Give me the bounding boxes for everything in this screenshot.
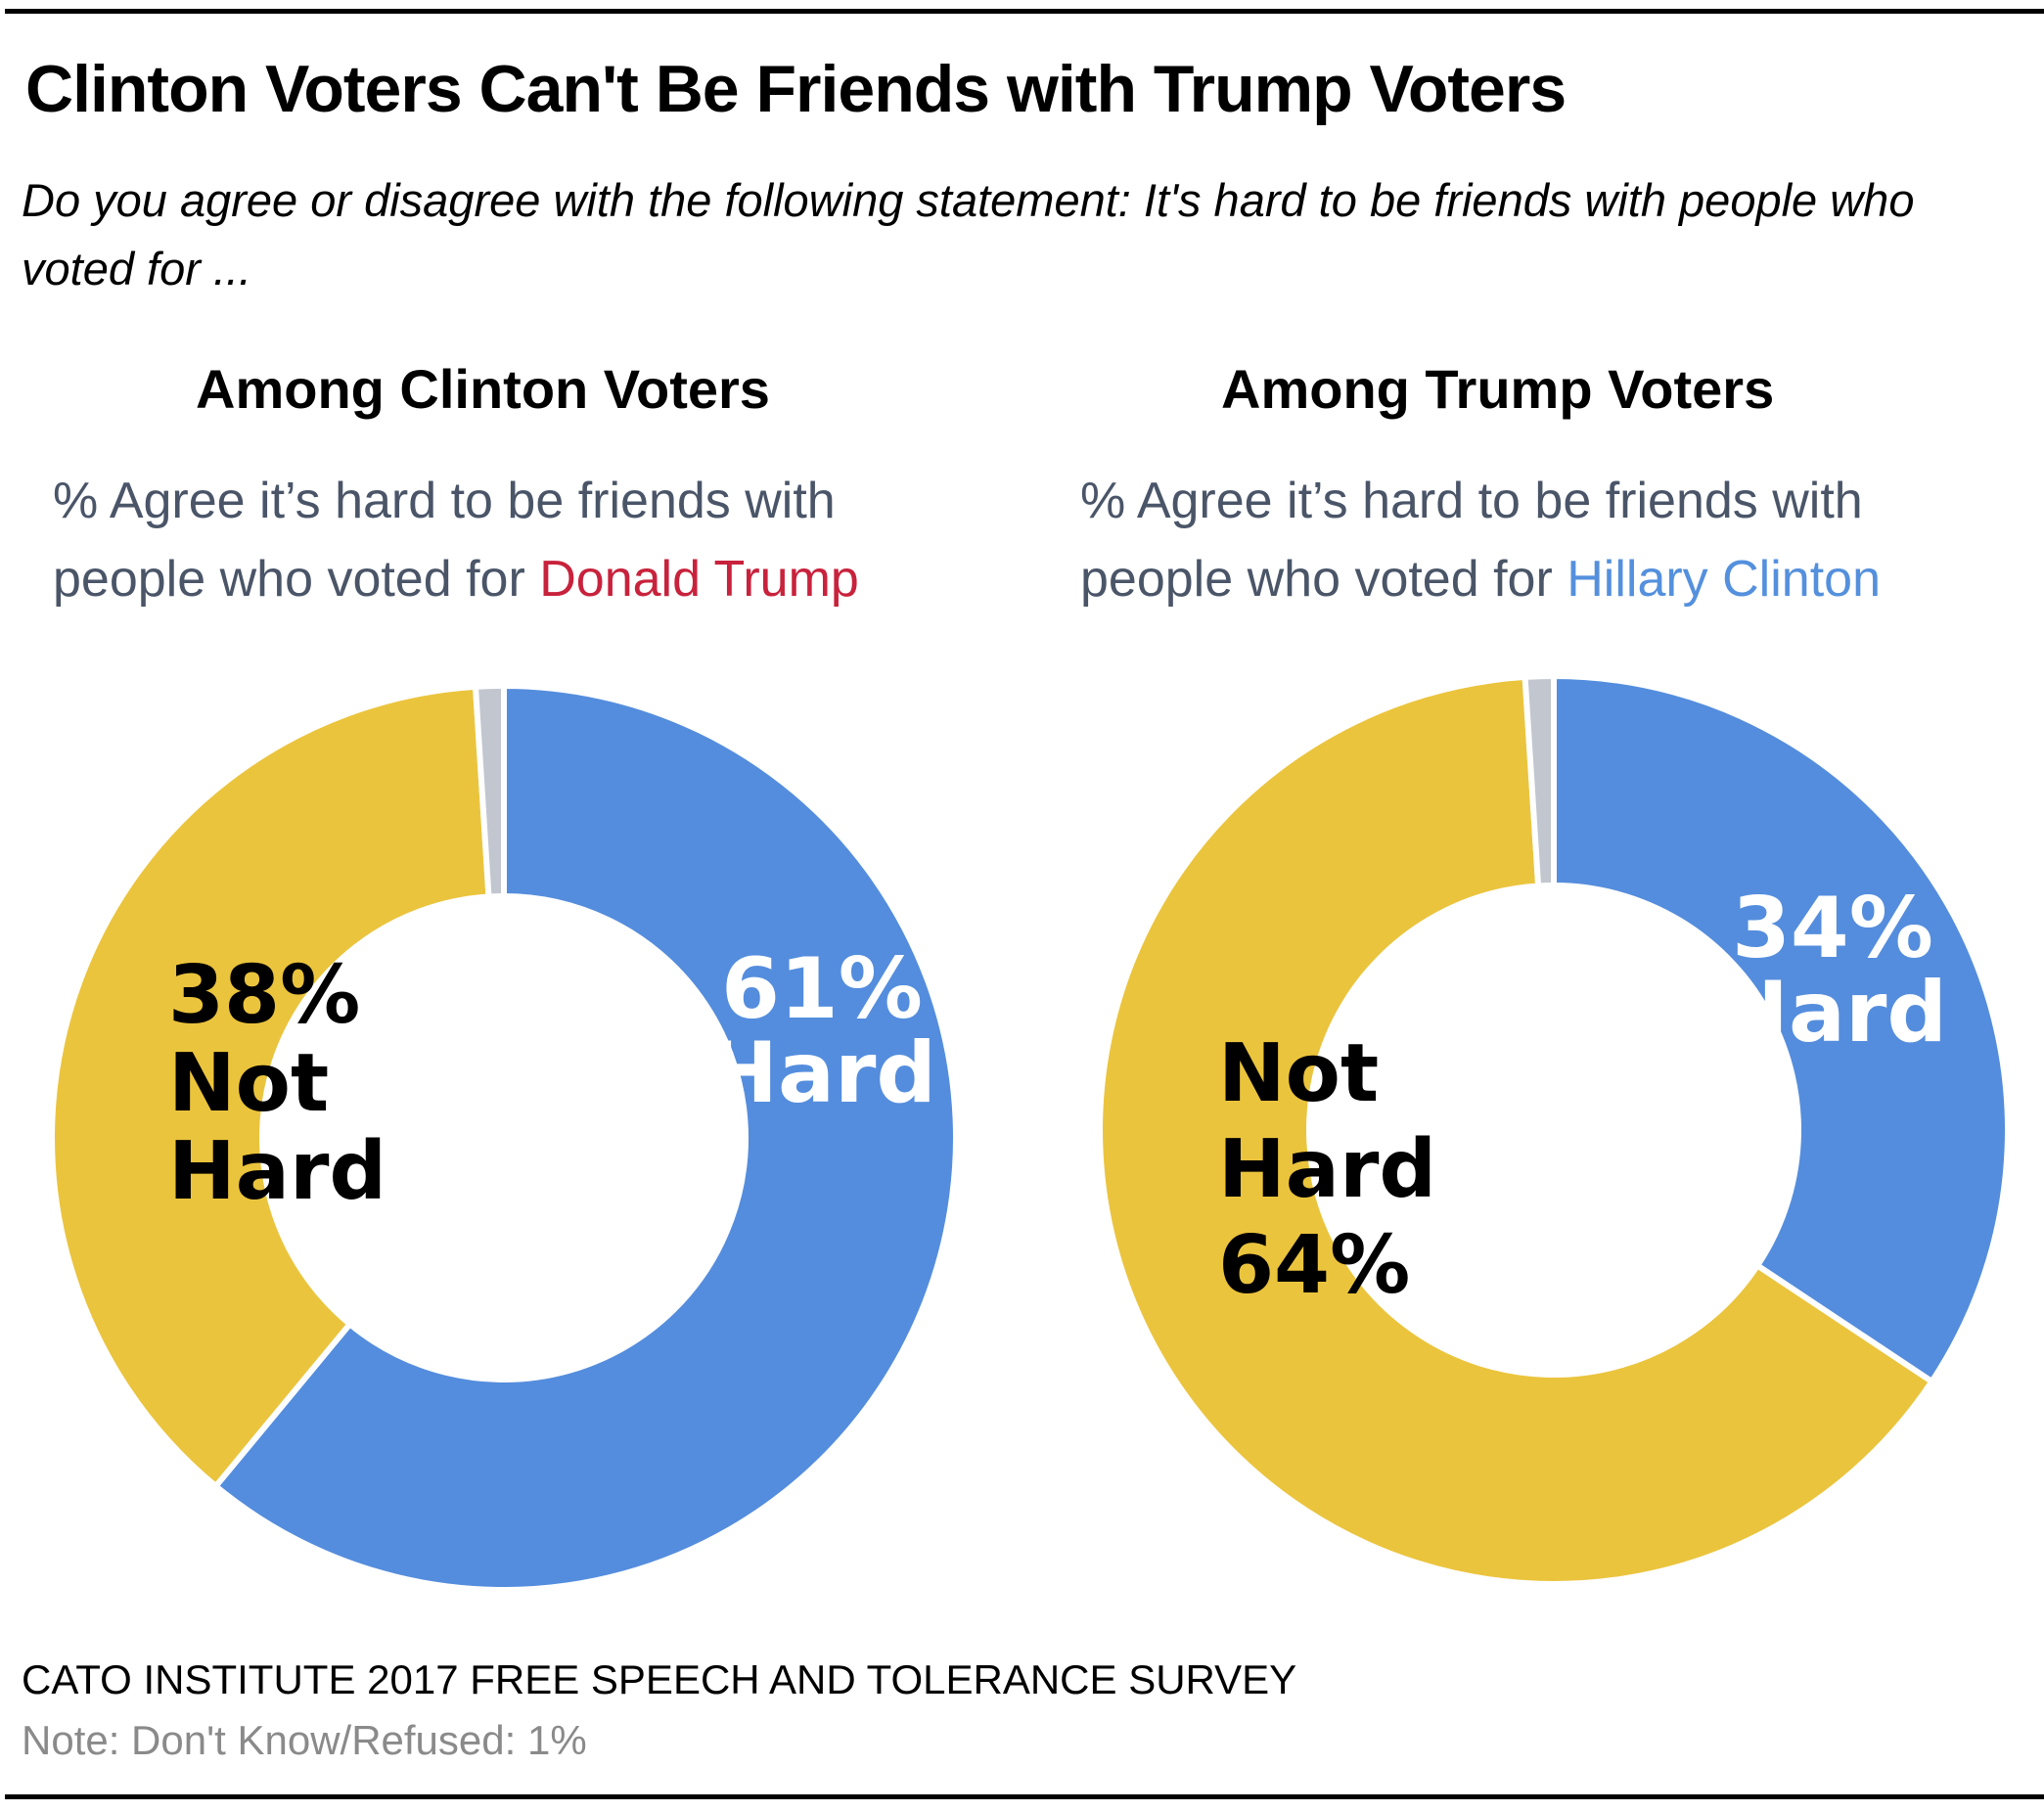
data-label-line: Hard — [168, 1125, 386, 1218]
top-rule — [5, 9, 2044, 14]
slice-dont-know — [1522, 672, 1557, 889]
data-label-line: Hard — [1218, 1123, 1436, 1216]
footnote: Note: Don't Know/Refused: 1% — [22, 1717, 587, 1763]
data-label-line: Not — [168, 1037, 329, 1130]
panel-title-trump-voters: Among Trump Voters — [1221, 358, 1775, 420]
bottom-rule — [5, 1794, 2044, 1799]
data-label-line: Hard — [707, 1024, 936, 1122]
slice-hard — [1551, 672, 2011, 1386]
chart-title: Clinton Voters Can't Be Friends with Tru… — [25, 52, 1567, 126]
data-label-line: 64% — [1218, 1219, 1410, 1312]
data-label-line: Not — [1218, 1027, 1379, 1120]
data-label-line: 61% — [721, 940, 923, 1038]
slice-not-hard — [1096, 673, 1936, 1587]
panel-subtitle-prefix: people who voted for — [1080, 551, 1567, 608]
data-label-hard: 61% Hard — [707, 940, 936, 1122]
panel-subtitle-line2: people who voted for Hillary Clinton — [1080, 540, 1881, 618]
highlight-donald-trump: Donald Trump — [539, 551, 859, 608]
slice-not-hard — [49, 683, 492, 1491]
data-label-hard: 34% Hard — [1718, 880, 1947, 1062]
panel-subtitle-line2: people who voted for Donald Trump — [53, 540, 859, 618]
data-label-not-hard: 38% Not Hard — [168, 949, 386, 1218]
panel-subtitle-line1: % Agree it’s hard to be friends with — [1080, 473, 1863, 529]
data-label-line: Hard — [1718, 964, 1947, 1062]
panel-title-clinton-voters: Among Clinton Voters — [196, 358, 770, 420]
slice-dont-know — [472, 682, 507, 900]
panel-subtitle-line1: % Agree it’s hard to be friends with — [53, 473, 836, 529]
panel-subtitle-clinton-voters: % Agree it’s hard to be friends with peo… — [53, 462, 859, 618]
highlight-hillary-clinton: Hillary Clinton — [1567, 551, 1881, 608]
data-label-not-hard: Not Hard 64% — [1218, 1027, 1436, 1312]
panel-subtitle-trump-voters: % Agree it’s hard to be friends with peo… — [1080, 462, 1881, 618]
data-label-line: 38% — [168, 949, 360, 1042]
survey-question: Do you agree or disagree with the follow… — [22, 174, 1915, 294]
data-label-line: 34% — [1732, 880, 1933, 977]
panel-subtitle-prefix: people who voted for — [53, 551, 540, 608]
slice-hard — [211, 682, 959, 1593]
source-credit: CATO INSTITUTE 2017 FREE SPEECH AND TOLE… — [22, 1656, 1297, 1702]
